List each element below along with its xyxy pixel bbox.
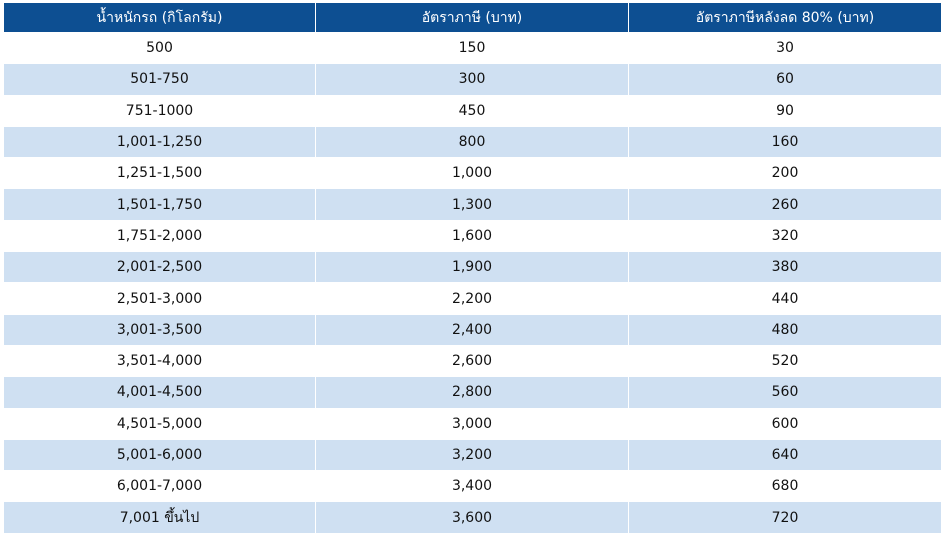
cell-tax-rate: 1,600 bbox=[315, 219, 629, 252]
cell-reduced-rate: 260 bbox=[628, 188, 942, 221]
cell-tax-rate: 2,200 bbox=[315, 282, 629, 315]
table-row: 3,501-4,000 2,600 520 bbox=[3, 344, 942, 377]
header-row: น้ำหนักรถ (กิโลกรัม) อัตราภาษี (บาท) อัต… bbox=[3, 3, 942, 33]
cell-reduced-rate: 60 bbox=[628, 63, 942, 96]
table-row: 3,001-3,500 2,400 480 bbox=[3, 313, 942, 346]
tax-rate-table-container: น้ำหนักรถ (กิโลกรัม) อัตราภาษี (บาท) อัต… bbox=[3, 3, 942, 533]
cell-reduced-rate: 440 bbox=[628, 282, 942, 315]
cell-weight: 4,001-4,500 bbox=[3, 376, 316, 409]
cell-tax-rate: 3,000 bbox=[315, 407, 629, 440]
cell-reduced-rate: 90 bbox=[628, 94, 942, 127]
table-row: 1,751-2,000 1,600 320 bbox=[3, 219, 942, 252]
cell-weight: 1,001-1,250 bbox=[3, 125, 316, 158]
table-row: 1,251-1,500 1,000 200 bbox=[3, 157, 942, 189]
cell-weight: 501-750 bbox=[3, 63, 316, 96]
header-reduced-tax-rate: อัตราภาษีหลังลด 80% (บาท) bbox=[628, 3, 942, 33]
cell-reduced-rate: 640 bbox=[628, 438, 942, 471]
cell-reduced-rate: 720 bbox=[628, 501, 942, 533]
table-row: 751-1000 450 90 bbox=[3, 94, 942, 127]
cell-tax-rate: 150 bbox=[315, 31, 629, 64]
table-row: 7,001 ขึ้นไป 3,600 720 bbox=[3, 501, 942, 533]
cell-tax-rate: 2,600 bbox=[315, 344, 629, 377]
table-row: 4,501-5,000 3,000 600 bbox=[3, 407, 942, 440]
cell-tax-rate: 1,300 bbox=[315, 188, 629, 221]
table-row: 5,001-6,000 3,200 640 bbox=[3, 438, 942, 471]
cell-reduced-rate: 560 bbox=[628, 376, 942, 409]
cell-weight: 1,251-1,500 bbox=[3, 157, 316, 189]
table-body: 500 150 30 501-750 300 60 751-1000 450 9… bbox=[3, 31, 942, 533]
cell-tax-rate: 450 bbox=[315, 94, 629, 127]
cell-reduced-rate: 380 bbox=[628, 251, 942, 283]
cell-tax-rate: 3,400 bbox=[315, 470, 629, 502]
tax-rate-table: น้ำหนักรถ (กิโลกรัม) อัตราภาษี (บาท) อัต… bbox=[3, 3, 942, 533]
cell-reduced-rate: 480 bbox=[628, 313, 942, 346]
table-row: 1,501-1,750 1,300 260 bbox=[3, 188, 942, 221]
cell-weight: 1,501-1,750 bbox=[3, 188, 316, 221]
table-row: 4,001-4,500 2,800 560 bbox=[3, 376, 942, 409]
cell-reduced-rate: 520 bbox=[628, 344, 942, 377]
cell-tax-rate: 300 bbox=[315, 63, 629, 96]
cell-reduced-rate: 680 bbox=[628, 470, 942, 502]
cell-weight: 2,501-3,000 bbox=[3, 282, 316, 315]
header-weight: น้ำหนักรถ (กิโลกรัม) bbox=[3, 3, 316, 33]
table-header: น้ำหนักรถ (กิโลกรัม) อัตราภาษี (บาท) อัต… bbox=[3, 3, 942, 33]
cell-reduced-rate: 200 bbox=[628, 157, 942, 189]
cell-reduced-rate: 30 bbox=[628, 31, 942, 64]
cell-weight: 6,001-7,000 bbox=[3, 470, 316, 502]
cell-reduced-rate: 600 bbox=[628, 407, 942, 440]
table-row: 501-750 300 60 bbox=[3, 63, 942, 96]
cell-tax-rate: 1,000 bbox=[315, 157, 629, 189]
cell-weight: 3,001-3,500 bbox=[3, 313, 316, 346]
cell-weight: 7,001 ขึ้นไป bbox=[3, 501, 316, 533]
cell-tax-rate: 800 bbox=[315, 125, 629, 158]
cell-weight: 5,001-6,000 bbox=[3, 438, 316, 471]
table-row: 6,001-7,000 3,400 680 bbox=[3, 470, 942, 502]
table-row: 500 150 30 bbox=[3, 31, 942, 64]
cell-tax-rate: 3,200 bbox=[315, 438, 629, 471]
table-row: 2,501-3,000 2,200 440 bbox=[3, 282, 942, 315]
cell-tax-rate: 3,600 bbox=[315, 501, 629, 533]
cell-tax-rate: 2,800 bbox=[315, 376, 629, 409]
cell-tax-rate: 1,900 bbox=[315, 251, 629, 283]
cell-reduced-rate: 160 bbox=[628, 125, 942, 158]
cell-weight: 500 bbox=[3, 31, 316, 64]
cell-weight: 4,501-5,000 bbox=[3, 407, 316, 440]
cell-tax-rate: 2,400 bbox=[315, 313, 629, 346]
header-tax-rate: อัตราภาษี (บาท) bbox=[315, 3, 629, 33]
cell-weight: 3,501-4,000 bbox=[3, 344, 316, 377]
cell-reduced-rate: 320 bbox=[628, 219, 942, 252]
cell-weight: 1,751-2,000 bbox=[3, 219, 316, 252]
table-row: 1,001-1,250 800 160 bbox=[3, 125, 942, 158]
table-row: 2,001-2,500 1,900 380 bbox=[3, 251, 942, 283]
cell-weight: 751-1000 bbox=[3, 94, 316, 127]
cell-weight: 2,001-2,500 bbox=[3, 251, 316, 283]
